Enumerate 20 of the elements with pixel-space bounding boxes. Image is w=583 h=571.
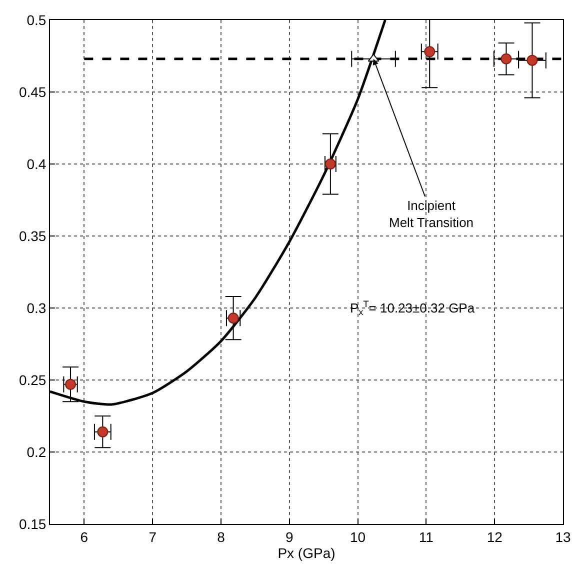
x-tick-label: 12: [486, 528, 503, 545]
x-axis-title: Px (GPa): [278, 545, 336, 562]
x-tick-label: 6: [80, 528, 88, 545]
annotation: Incipient Melt Transition: [389, 198, 474, 230]
y-tick-label: 0.45: [18, 84, 46, 100]
y-tick-label: 0.15: [18, 516, 46, 532]
point: [368, 54, 380, 62]
x-tick-label: 13: [555, 528, 571, 545]
y-tick-label: 0.5: [26, 12, 46, 28]
y-tick-label: 0.4: [26, 156, 46, 172]
x-tick-label: 9: [286, 528, 294, 545]
annotation: P$_{x}$$^{T}$= 10.23±0.32 GPa: [350, 299, 476, 318]
y-tick-label: 0.35: [18, 228, 46, 244]
x-tick-label: 7: [148, 528, 157, 545]
y-tick-label: 0.3: [26, 300, 46, 316]
y-tick-label: 0.25: [18, 372, 46, 388]
x-tick-label: 11: [418, 528, 434, 545]
y-tick-label: 0.2: [26, 444, 46, 460]
x-tick-label: 8: [217, 528, 226, 545]
x-tick-label: 10: [350, 528, 366, 545]
